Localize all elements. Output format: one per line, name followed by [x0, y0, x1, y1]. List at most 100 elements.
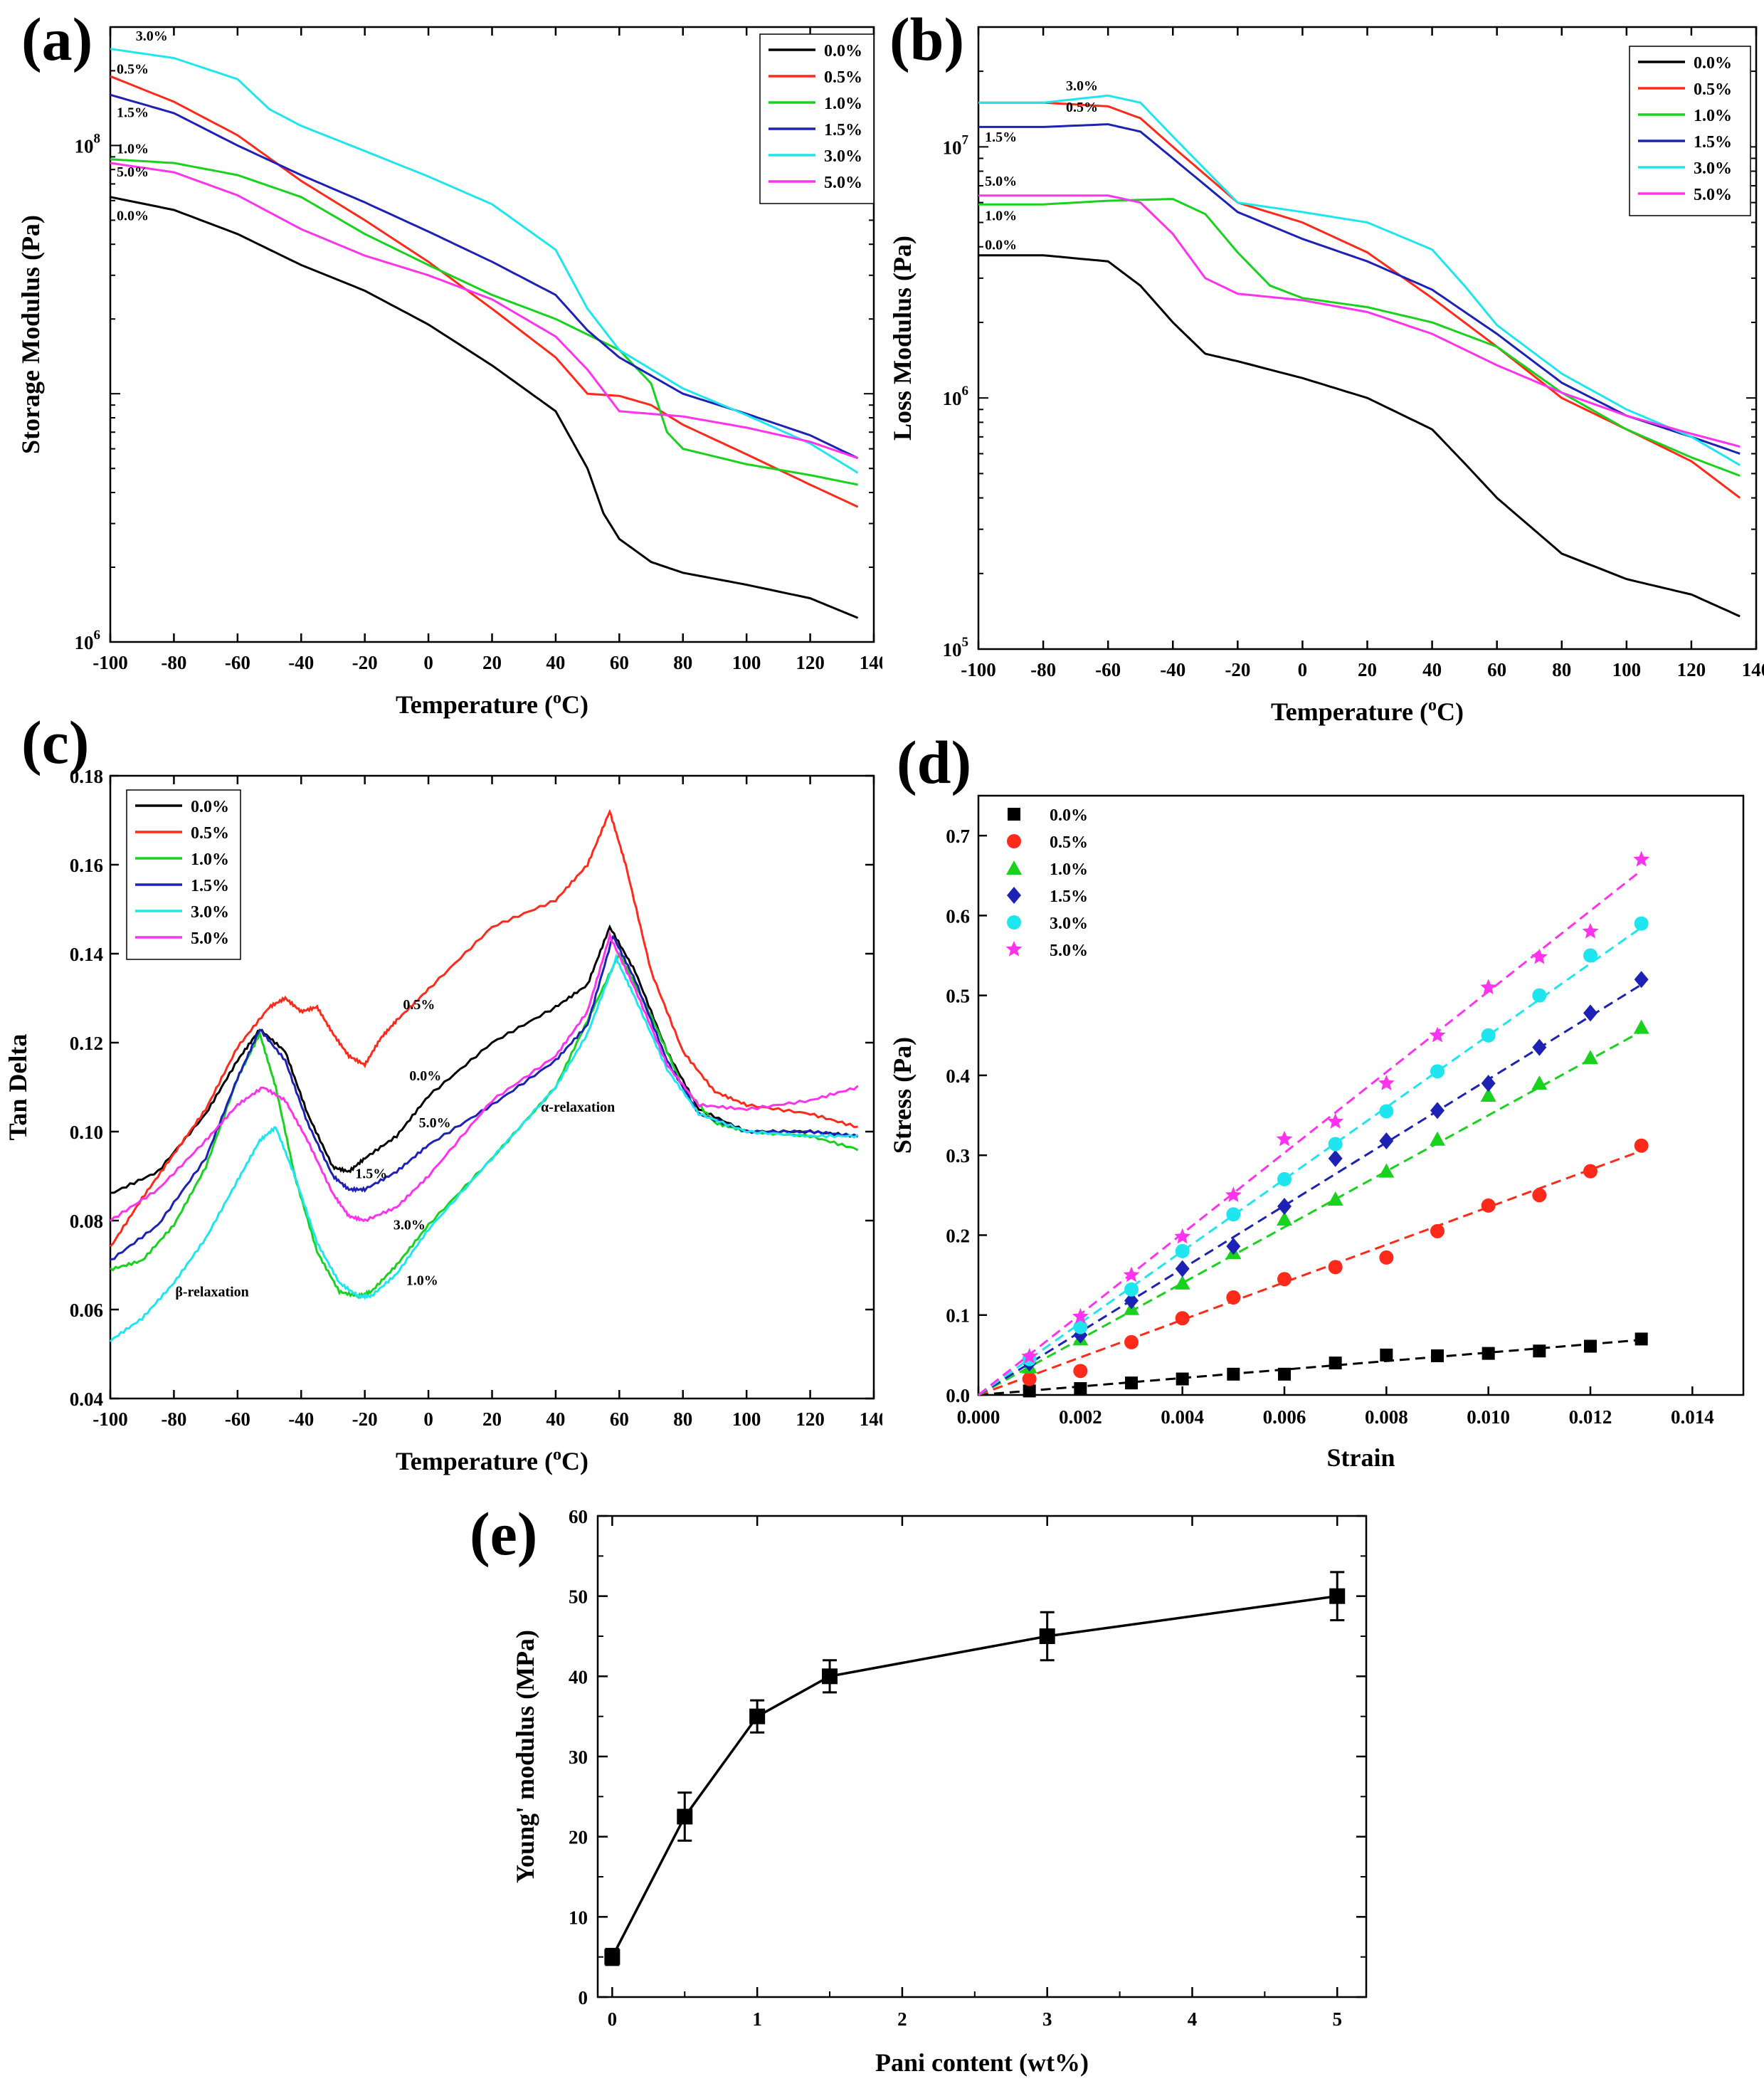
x-tick-label: 140: [860, 1408, 882, 1430]
data-point: [1073, 1320, 1088, 1334]
data-point: [1277, 1211, 1292, 1226]
y-tick-label: 0.12: [70, 1033, 103, 1054]
legend-label: 1.5%: [191, 877, 229, 895]
data-point: [1175, 1311, 1190, 1326]
x-tick-label: 140: [860, 652, 882, 673]
series-line-1-0pct: [978, 198, 1741, 477]
series-line-0-0pct: [110, 196, 859, 619]
series-line-1-5pct: [110, 93, 859, 460]
y-tick-label: 0.10: [70, 1122, 103, 1143]
panel-label-e: (e): [470, 1500, 538, 1568]
x-tick-label: -60: [225, 652, 250, 673]
legend-label: 1.0%: [191, 850, 229, 869]
y-tick-label: 20: [569, 1827, 588, 1848]
data-point: [1174, 1228, 1191, 1244]
chart-d-stress-strain: 0.000 0.002 0.004 0.006 0.008 0.010 0.012 0.014…: [888, 794, 1745, 1472]
chart-b-loss-modulus: -100 -80 -60 -40 -20 0 20 40 60 80 100 120 140 105 106…: [888, 26, 1764, 726]
chart-c-tan-delta: -100 -80 -60 -40 -20 0 20 40 60 80 100 120 140 0.04 0.…: [4, 766, 888, 1475]
x-tick-label: -80: [1030, 659, 1056, 680]
x-tick-label: -20: [352, 652, 378, 673]
data-point: [1582, 922, 1599, 939]
x-axis-title: Pani content (wt%): [875, 2048, 1089, 2077]
series-line-3-0pct: [109, 952, 859, 1342]
data-point: [1021, 1348, 1038, 1364]
data-point: [1327, 1191, 1343, 1206]
x-tick-label: -20: [1225, 659, 1250, 680]
data-point: [1022, 1371, 1037, 1386]
data-point: [1007, 887, 1021, 904]
legend-label: 5.0%: [191, 929, 229, 948]
x-tick-label: -40: [288, 1408, 314, 1430]
series-annotation: 1.0%: [406, 1273, 438, 1289]
y-tick-label: 0.7: [946, 826, 970, 847]
data-point: [1482, 1347, 1495, 1360]
x-tick-label: -100: [961, 659, 996, 680]
series-annotation: 5.0%: [985, 174, 1017, 189]
fit-line: [978, 1149, 1642, 1396]
data-point: [1008, 808, 1020, 821]
y-axis-title: Loss Modulus (Pa): [888, 236, 917, 441]
legend-label: 3.0%: [824, 147, 862, 166]
plot-frame: [977, 794, 1745, 1396]
y-tick-label: 0.16: [70, 855, 103, 876]
series-annotation: 3.0%: [1066, 78, 1098, 94]
panel-label-c: (c): [21, 708, 90, 776]
series-annotation: 1.5%: [355, 1166, 387, 1182]
series-annotation: β-relaxation: [175, 1284, 249, 1300]
legend-label: 0.0%: [1694, 54, 1732, 73]
legend-label: 5.0%: [1050, 942, 1088, 960]
series-line-1-5pct: [110, 934, 859, 1260]
y-axis-title: Stress (Pa): [888, 1037, 917, 1154]
x-tick-label: -80: [161, 1408, 186, 1430]
x-tick-label: -20: [352, 1408, 378, 1430]
series-0-5pct: [978, 1138, 1649, 1396]
fit-line: [978, 1030, 1642, 1396]
data-point: [1379, 1104, 1394, 1119]
y-tick-label: 108: [75, 131, 101, 157]
x-tick-label: 0.014: [1671, 1406, 1714, 1428]
legend-label: 3.0%: [1050, 915, 1088, 933]
data-point: [1480, 1087, 1496, 1102]
x-tick-label: 0.000: [957, 1406, 1000, 1428]
x-tick-label: 1: [752, 2008, 762, 2030]
legend-label: 1.0%: [1694, 107, 1732, 125]
data-point: [1378, 1163, 1395, 1178]
data-point: [1007, 915, 1021, 929]
series-0-0pct: [978, 1332, 1648, 1398]
panel-e: (e) 0 1 2 3 4 5 0 10 20 30 40 50 60 Pani content (wt%…: [441, 1480, 1395, 2087]
data-point: [1005, 941, 1023, 957]
series-line-0-5pct: [110, 75, 859, 508]
data-point: [1328, 1149, 1343, 1167]
x-axis-title: Temperature (oC): [1271, 696, 1464, 726]
series-annotation: 0.0%: [117, 208, 149, 223]
data-point: [1379, 1250, 1394, 1265]
data-point: [1277, 1272, 1292, 1287]
x-axis-title: Temperature (oC): [396, 689, 588, 719]
plot-frame: [596, 1515, 1368, 1998]
series-line-5-0pct: [110, 162, 859, 460]
x-axis-title: Temperature (oC): [396, 1445, 588, 1475]
x-tick-label: 40: [546, 1408, 565, 1430]
x-tick-label: 80: [673, 652, 692, 673]
data-point: [1074, 1382, 1087, 1396]
x-tick-label: 20: [482, 652, 502, 673]
legend-label: 3.0%: [191, 903, 229, 922]
y-tick-label: 0.2: [946, 1225, 970, 1246]
data-point: [1226, 1290, 1241, 1305]
data-point: [1430, 1131, 1445, 1146]
x-tick-label: 100: [732, 652, 761, 673]
y-tick-label: 0.08: [70, 1211, 103, 1232]
data-point: [1481, 1198, 1496, 1213]
legend-box: [759, 33, 875, 204]
panel-d: (d) 0.000 0.002 0.004 0.006 0.008 0.010 0.012 0…: [882, 712, 1764, 1502]
series-line-3-0pct: [110, 48, 859, 474]
x-tick-label: 80: [1552, 659, 1571, 680]
x-tick-label: 0: [423, 1408, 433, 1430]
x-tick-label: 20: [1358, 659, 1377, 680]
data-point: [1532, 1038, 1547, 1056]
x-tick-label: 0.006: [1263, 1406, 1306, 1428]
fit-line: [978, 927, 1642, 1396]
legend-label: 1.0%: [1050, 860, 1088, 879]
x-tick-label: 60: [1487, 659, 1506, 680]
series-line-1-0pct: [110, 158, 858, 486]
